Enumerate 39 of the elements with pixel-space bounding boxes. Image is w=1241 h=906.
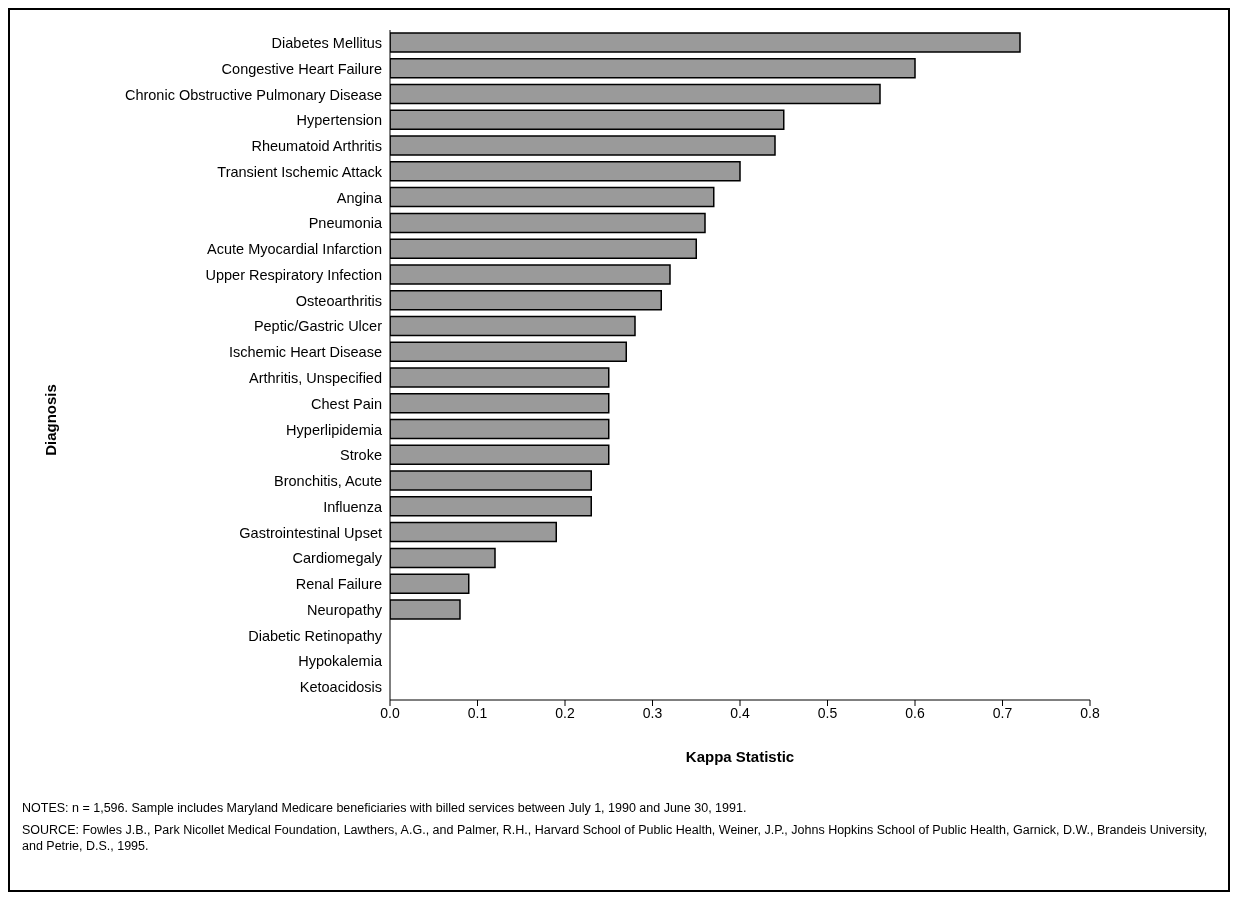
y-tick-label: Chronic Obstructive Pulmonary Disease [124, 86, 382, 103]
y-axis-title: Diagnosis [41, 384, 59, 456]
y-tick-label: Osteoarthritis [295, 292, 382, 309]
y-tick-label: Chest Pain [311, 395, 382, 412]
y-tick-label: Hyperlipidemia [286, 421, 383, 438]
y-tick-label: Bronchitis, Acute [274, 473, 382, 490]
y-tick-label: Cardiomegaly [292, 550, 383, 567]
y-tick-label: Stroke [340, 447, 382, 464]
y-tick-label: Diabetic Retinopathy [248, 627, 383, 644]
y-tick-label: Gastrointestinal Upset [239, 524, 382, 541]
x-tick-label: 0.5 [817, 704, 838, 721]
y-tick-label: Upper Respiratory Infection [205, 266, 382, 283]
y-tick-label: Peptic/Gastric Ulcer [253, 318, 383, 335]
y-tick-label: Neuropathy [307, 601, 383, 618]
y-tick-label: Acute Myocardial Infarction [207, 241, 382, 258]
x-tick-label: 0.6 [905, 704, 925, 721]
x-tick-label: 0.4 [730, 704, 750, 721]
x-tick-label: 0.8 [1080, 704, 1100, 721]
x-tick-label: 0.7 [992, 704, 1013, 721]
y-tick-label: Ischemic Heart Disease [228, 344, 382, 361]
y-tick-label: Angina [336, 189, 383, 206]
y-tick-label: Pneumonia [308, 215, 383, 232]
source-note: SOURCE: Fowles J.B., Park Nicollet Medical Foundation, Lawthers, A.G., and Palmer, R.H., Harvard School of Public Health, Weiner, J.P., Johns Hopkins School of Public Health, Garnick, D.W., Brandeis University, and Petrie, D.S., 1995. [22, 822, 1208, 854]
y-tick-label: Ketoacidosis [299, 679, 382, 696]
y-tick-label: Influenza [323, 498, 383, 515]
y-tick-label: Arthritis, Unspecified [249, 370, 382, 387]
y-tick-label: Diabetes Mellitus [271, 35, 382, 52]
text: NOTES: n = 1,596. Sample includes Maryland Medicare beneficiaries with billed services between July 1, 1990 and June 30, 1991. [22, 800, 748, 816]
x-tick-label: 0.0 [380, 704, 400, 721]
y-tick-label: Hypertension [296, 112, 382, 129]
y-tick-label: Renal Failure [295, 576, 382, 593]
x-axis-title: Kappa Statistic [685, 748, 795, 765]
y-tick-label: Hypokalemia [298, 653, 383, 670]
y-tick-label: Congestive Heart Failure [221, 60, 382, 77]
y-tick-label: Transient Ischemic Attack [217, 163, 383, 180]
x-tick-label: 0.1 [467, 704, 488, 721]
x-tick-label: 0.3 [642, 704, 663, 721]
y-tick-label: Rheumatoid Arthritis [251, 138, 382, 155]
x-tick-label: 0.2 [555, 704, 575, 721]
